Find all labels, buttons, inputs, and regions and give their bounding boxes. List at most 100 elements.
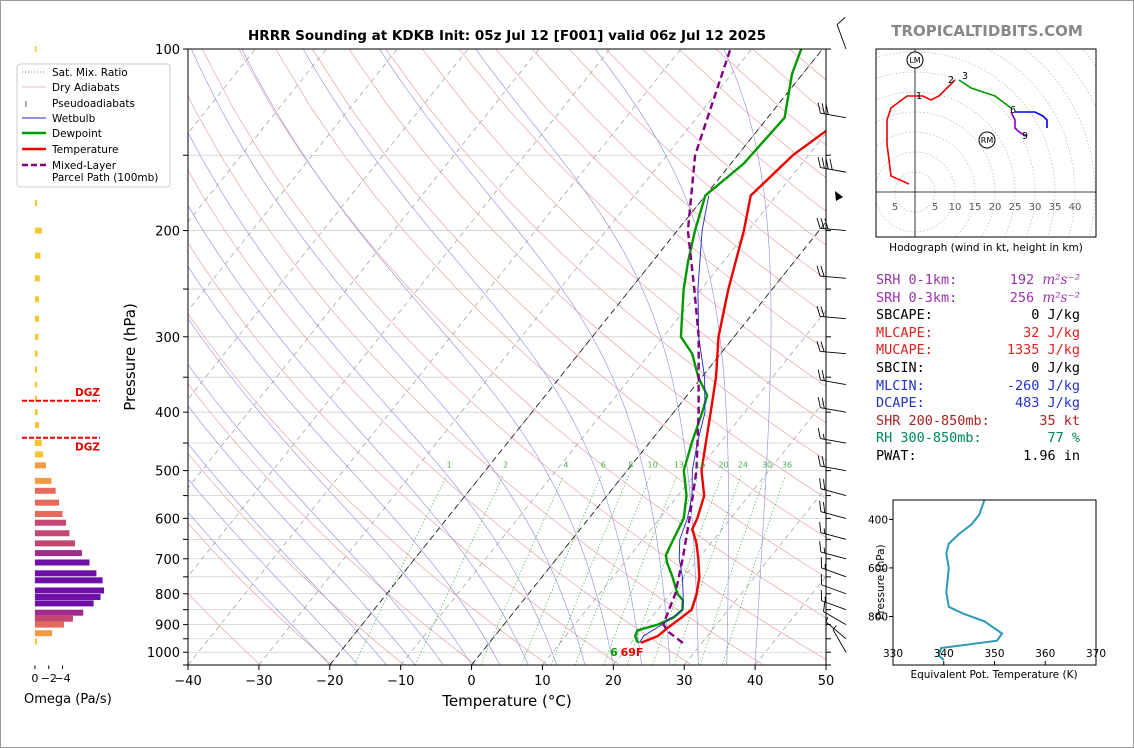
wind-barb-full: [819, 478, 822, 489]
wind-barb-full: [829, 159, 833, 170]
stat-row: SRH 0-3km: 256 m²s⁻²: [876, 290, 1080, 308]
wind-barb-half: [822, 433, 825, 440]
stat-label: MLCAPE:: [876, 324, 933, 341]
hodograph-frame: [875, 48, 1097, 238]
wind-barb-full: [821, 103, 825, 115]
theta-e-y-tick-label: 800: [868, 611, 888, 623]
wind-barb-full: [824, 218, 829, 230]
series-line-wetbulb: [639, 195, 710, 644]
mixing-ratio-label: 20: [718, 461, 728, 470]
wind-barb: [817, 102, 847, 119]
moist-adiabat-line: [188, 443, 387, 665]
omega-bar: [34, 594, 101, 601]
hodograph-segment: [1010, 111, 1028, 137]
wind-barb: [819, 500, 847, 519]
mixing-ratio-line: [550, 475, 629, 665]
mixing-ratio-label: 2: [503, 461, 508, 470]
wind-barb-staff: [820, 227, 847, 232]
wind-barb: [820, 574, 847, 595]
wind-barb-full: [820, 341, 825, 352]
legend-label: Parcel Path (100mb): [52, 172, 158, 184]
hodograph-ring-label: 30: [1029, 202, 1042, 213]
omega-bar: [34, 421, 40, 428]
dry-adiabat-line: [275, 49, 826, 578]
wind-barb-full: [820, 218, 825, 229]
theta-e-plot-area: [937, 500, 1004, 661]
mixing-ratio-label: 24: [738, 461, 748, 470]
moist-adiabat-line: [188, 265, 501, 665]
wind-barb-full: [820, 306, 825, 317]
stat-label: RH 300-850mb:: [876, 430, 982, 447]
x-axis-label: Temperature (°C): [441, 692, 571, 710]
hodograph-ring-label: 25: [1009, 202, 1022, 213]
moist-adiabat-line: [379, 49, 671, 665]
x-tick-label: −30: [245, 674, 272, 689]
stat-value: 77 %: [1047, 430, 1080, 446]
theta-e-x-tick-label: 350: [984, 648, 1004, 660]
omega-bar: [34, 615, 73, 622]
theta-e-panel: 330 340 350 360 370 400 600 800: [868, 499, 1106, 666]
dry-adiabat-line: [348, 49, 826, 499]
omega-axis-label: Omega (Pa/s): [24, 692, 112, 707]
wind-barb-half: [825, 616, 829, 623]
hodograph-height-label: 3: [962, 71, 968, 82]
stat-value: 192 m²s⁻²: [1010, 272, 1080, 288]
mixing-ratio-line: [626, 475, 699, 665]
omega-bar: [34, 540, 75, 547]
theta-e-xlabel: Equivalent Pot. Temperature (K): [910, 669, 1077, 681]
wind-barb: [836, 17, 847, 50]
wind-barb-staff: [820, 167, 847, 173]
moist-adiabat-line: [188, 363, 444, 665]
stat-value-number: 192: [1009, 272, 1043, 288]
wind-barb-full: [819, 541, 822, 553]
mixing-ratio-label: 10: [648, 461, 658, 470]
mixing-ratio-label: 16: [695, 461, 705, 470]
hodograph-segment: [886, 79, 956, 185]
hodograph-segment: [1015, 111, 1048, 128]
wind-barb: [820, 557, 847, 578]
wind-barb-full: [817, 397, 821, 408]
theta-e-x-tick-label: 330: [883, 648, 903, 660]
x-tick-label: 20: [605, 674, 622, 689]
stat-value-number: 77 %: [1047, 430, 1080, 447]
wind-barb-staff: [820, 465, 847, 472]
x-tick-label: 50: [818, 674, 835, 689]
wind-barb-full: [819, 500, 822, 512]
omega-x-tick-label: −2: [41, 672, 57, 685]
y-tick-label: 100: [155, 43, 180, 58]
surface-temperature-label: 69F: [621, 646, 644, 659]
stat-value-number: 1.96 in: [1023, 448, 1080, 464]
moist-adiabat-line: [188, 511, 331, 665]
theta-e-ylabel: Pressure (hPa): [875, 544, 887, 619]
stat-value: 32 J/kg: [1023, 325, 1080, 341]
hodograph-panel: 5 5 10 15 20 25 30 35 40 1 2 3 6 9 LM RM: [875, 48, 1097, 238]
stat-value: 483 J/kg: [1015, 395, 1080, 411]
stat-label: SHR 200-850mb:: [876, 412, 990, 429]
wind-barb: [819, 478, 847, 497]
omega-bar: [34, 530, 70, 537]
wind-barb-staff: [820, 275, 847, 279]
stat-row: SHR 200-850mb: 35 kt: [876, 413, 1080, 431]
legend-label: Mixed-Layer: [52, 160, 117, 172]
wind-barb-staff: [821, 584, 847, 595]
y-tick-label: 700: [155, 553, 180, 568]
theta-e-y-tick-label: 400: [868, 514, 888, 526]
wind-barb-full: [816, 306, 821, 317]
stat-row: RH 300-850mb: 77 %: [876, 430, 1080, 448]
mixing-ratio-line: [652, 475, 722, 665]
hodograph-rm-label: RM: [981, 136, 994, 145]
wind-barb-full: [817, 369, 821, 381]
moist-adiabat-line: [188, 317, 472, 665]
stat-row: SRH 0-1km: 192 m²s⁻²: [876, 272, 1080, 290]
omega-bar: [34, 621, 64, 628]
hodograph-ring-label: 40: [1069, 202, 1082, 213]
moist-adiabat-line: [723, 49, 772, 665]
wind-barb-full: [816, 217, 821, 229]
wind-barb: [817, 455, 847, 472]
wind-barb-full: [836, 17, 846, 25]
mixing-ratio-label: 8: [628, 461, 633, 470]
isotherm-line: [188, 49, 327, 223]
omega-bar: [34, 199, 37, 206]
wind-barb: [816, 341, 847, 355]
